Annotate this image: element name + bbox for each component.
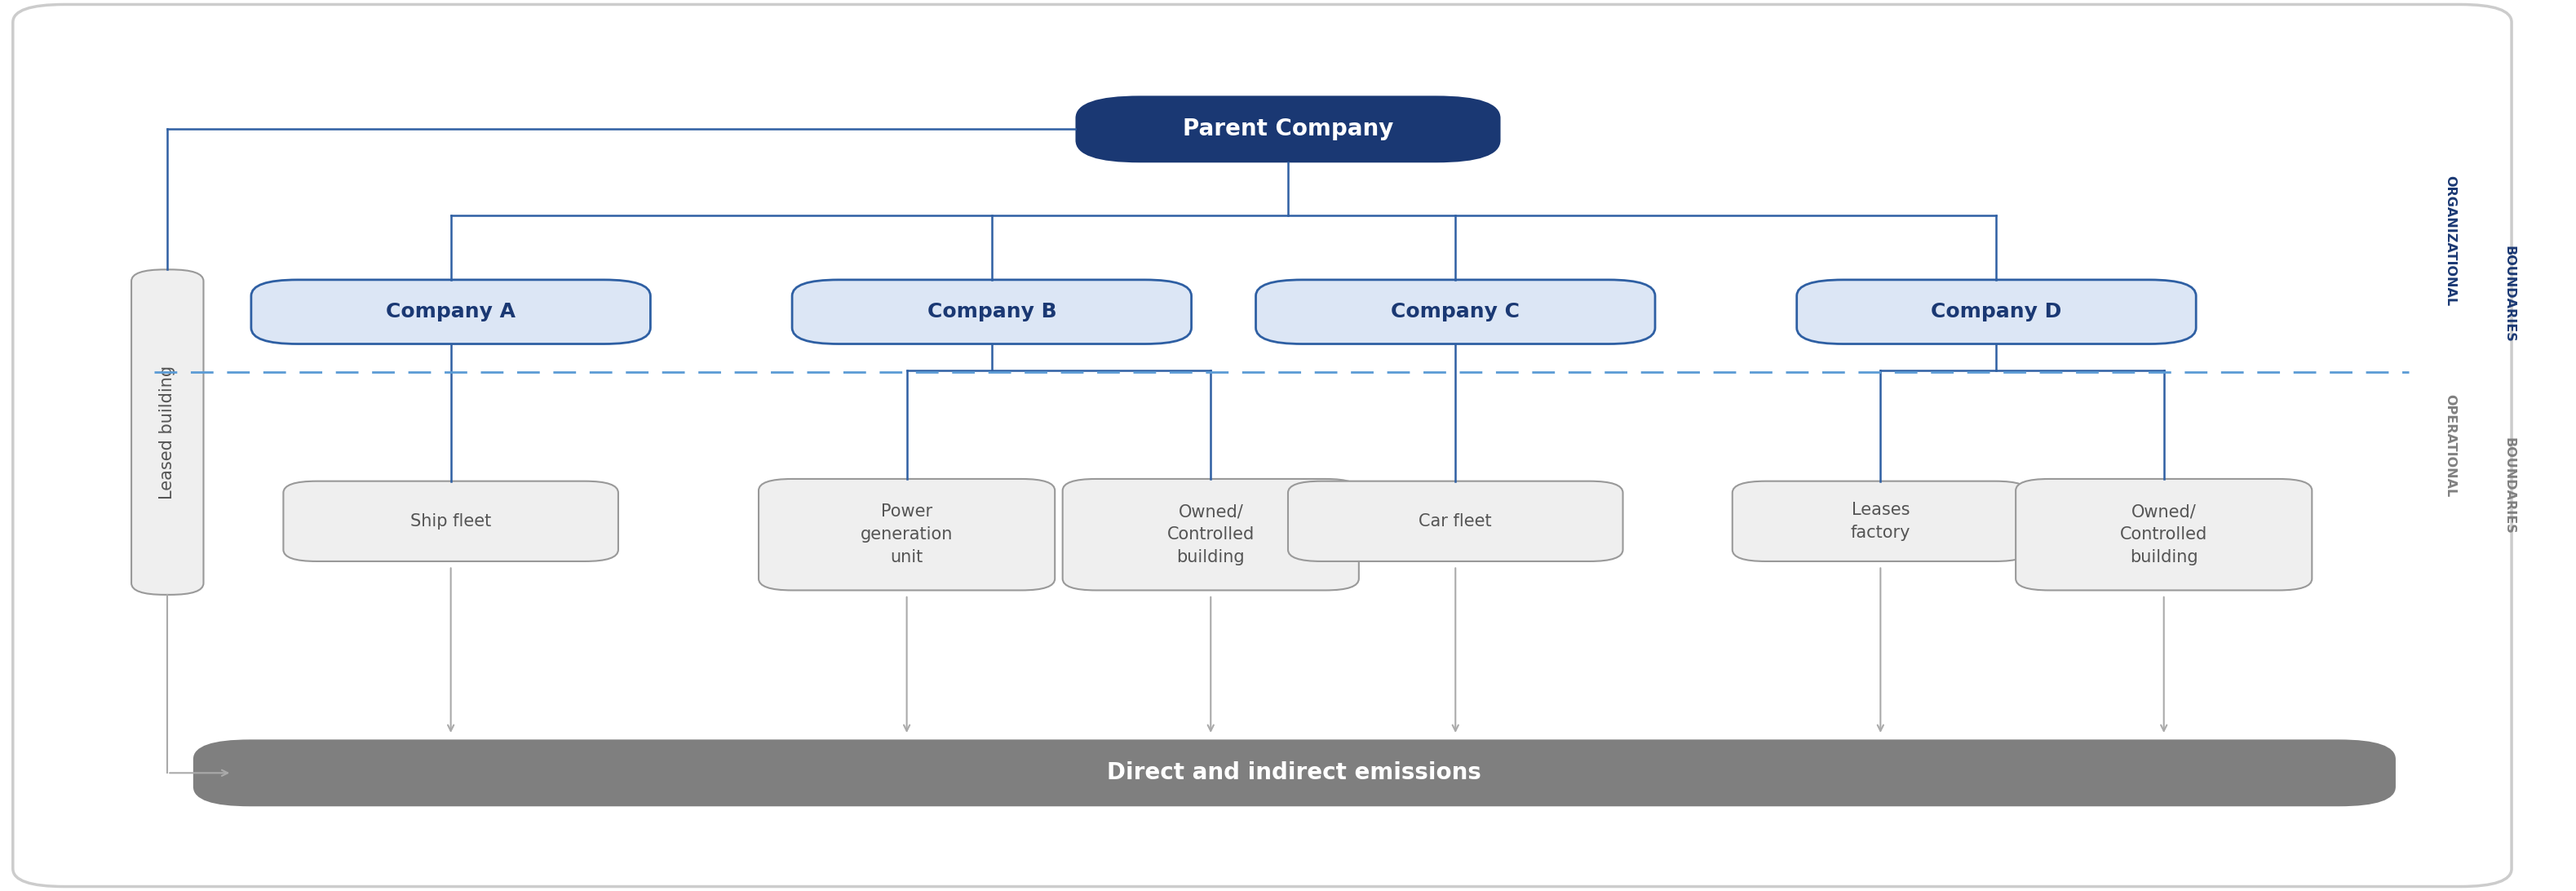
Text: BOUNDARIES: BOUNDARIES <box>2504 437 2514 534</box>
FancyBboxPatch shape <box>1257 280 1654 344</box>
Text: Ship fleet: Ship fleet <box>410 513 492 529</box>
Text: Leases
factory: Leases factory <box>1850 502 1911 541</box>
Text: Company D: Company D <box>1932 302 2061 322</box>
Text: Owned/
Controlled
building: Owned/ Controlled building <box>2120 503 2208 566</box>
Text: Leased building: Leased building <box>160 365 175 499</box>
Text: OPERATIONAL: OPERATIONAL <box>2445 394 2455 497</box>
FancyBboxPatch shape <box>757 479 1056 590</box>
Text: Direct and indirect emissions: Direct and indirect emissions <box>1108 762 1481 784</box>
Text: BOUNDARIES: BOUNDARIES <box>2504 246 2514 342</box>
Text: Company C: Company C <box>1391 302 1520 322</box>
Text: Company B: Company B <box>927 302 1056 322</box>
FancyBboxPatch shape <box>193 740 2396 806</box>
FancyBboxPatch shape <box>13 4 2512 887</box>
FancyBboxPatch shape <box>283 481 618 561</box>
FancyBboxPatch shape <box>2014 479 2313 590</box>
FancyBboxPatch shape <box>1077 96 1499 162</box>
Text: Power
generation
unit: Power generation unit <box>860 503 953 566</box>
FancyBboxPatch shape <box>1798 280 2195 344</box>
FancyBboxPatch shape <box>1288 481 1623 561</box>
FancyBboxPatch shape <box>1061 479 1360 590</box>
FancyBboxPatch shape <box>250 280 649 344</box>
Text: Company A: Company A <box>386 302 515 322</box>
Text: Car fleet: Car fleet <box>1419 513 1492 529</box>
FancyBboxPatch shape <box>793 280 1190 344</box>
Text: ORGANIZATIONAL: ORGANIZATIONAL <box>2445 176 2455 306</box>
FancyBboxPatch shape <box>1734 481 2030 561</box>
Text: Parent Company: Parent Company <box>1182 118 1394 141</box>
Text: Owned/
Controlled
building: Owned/ Controlled building <box>1167 503 1255 566</box>
FancyBboxPatch shape <box>131 269 204 595</box>
